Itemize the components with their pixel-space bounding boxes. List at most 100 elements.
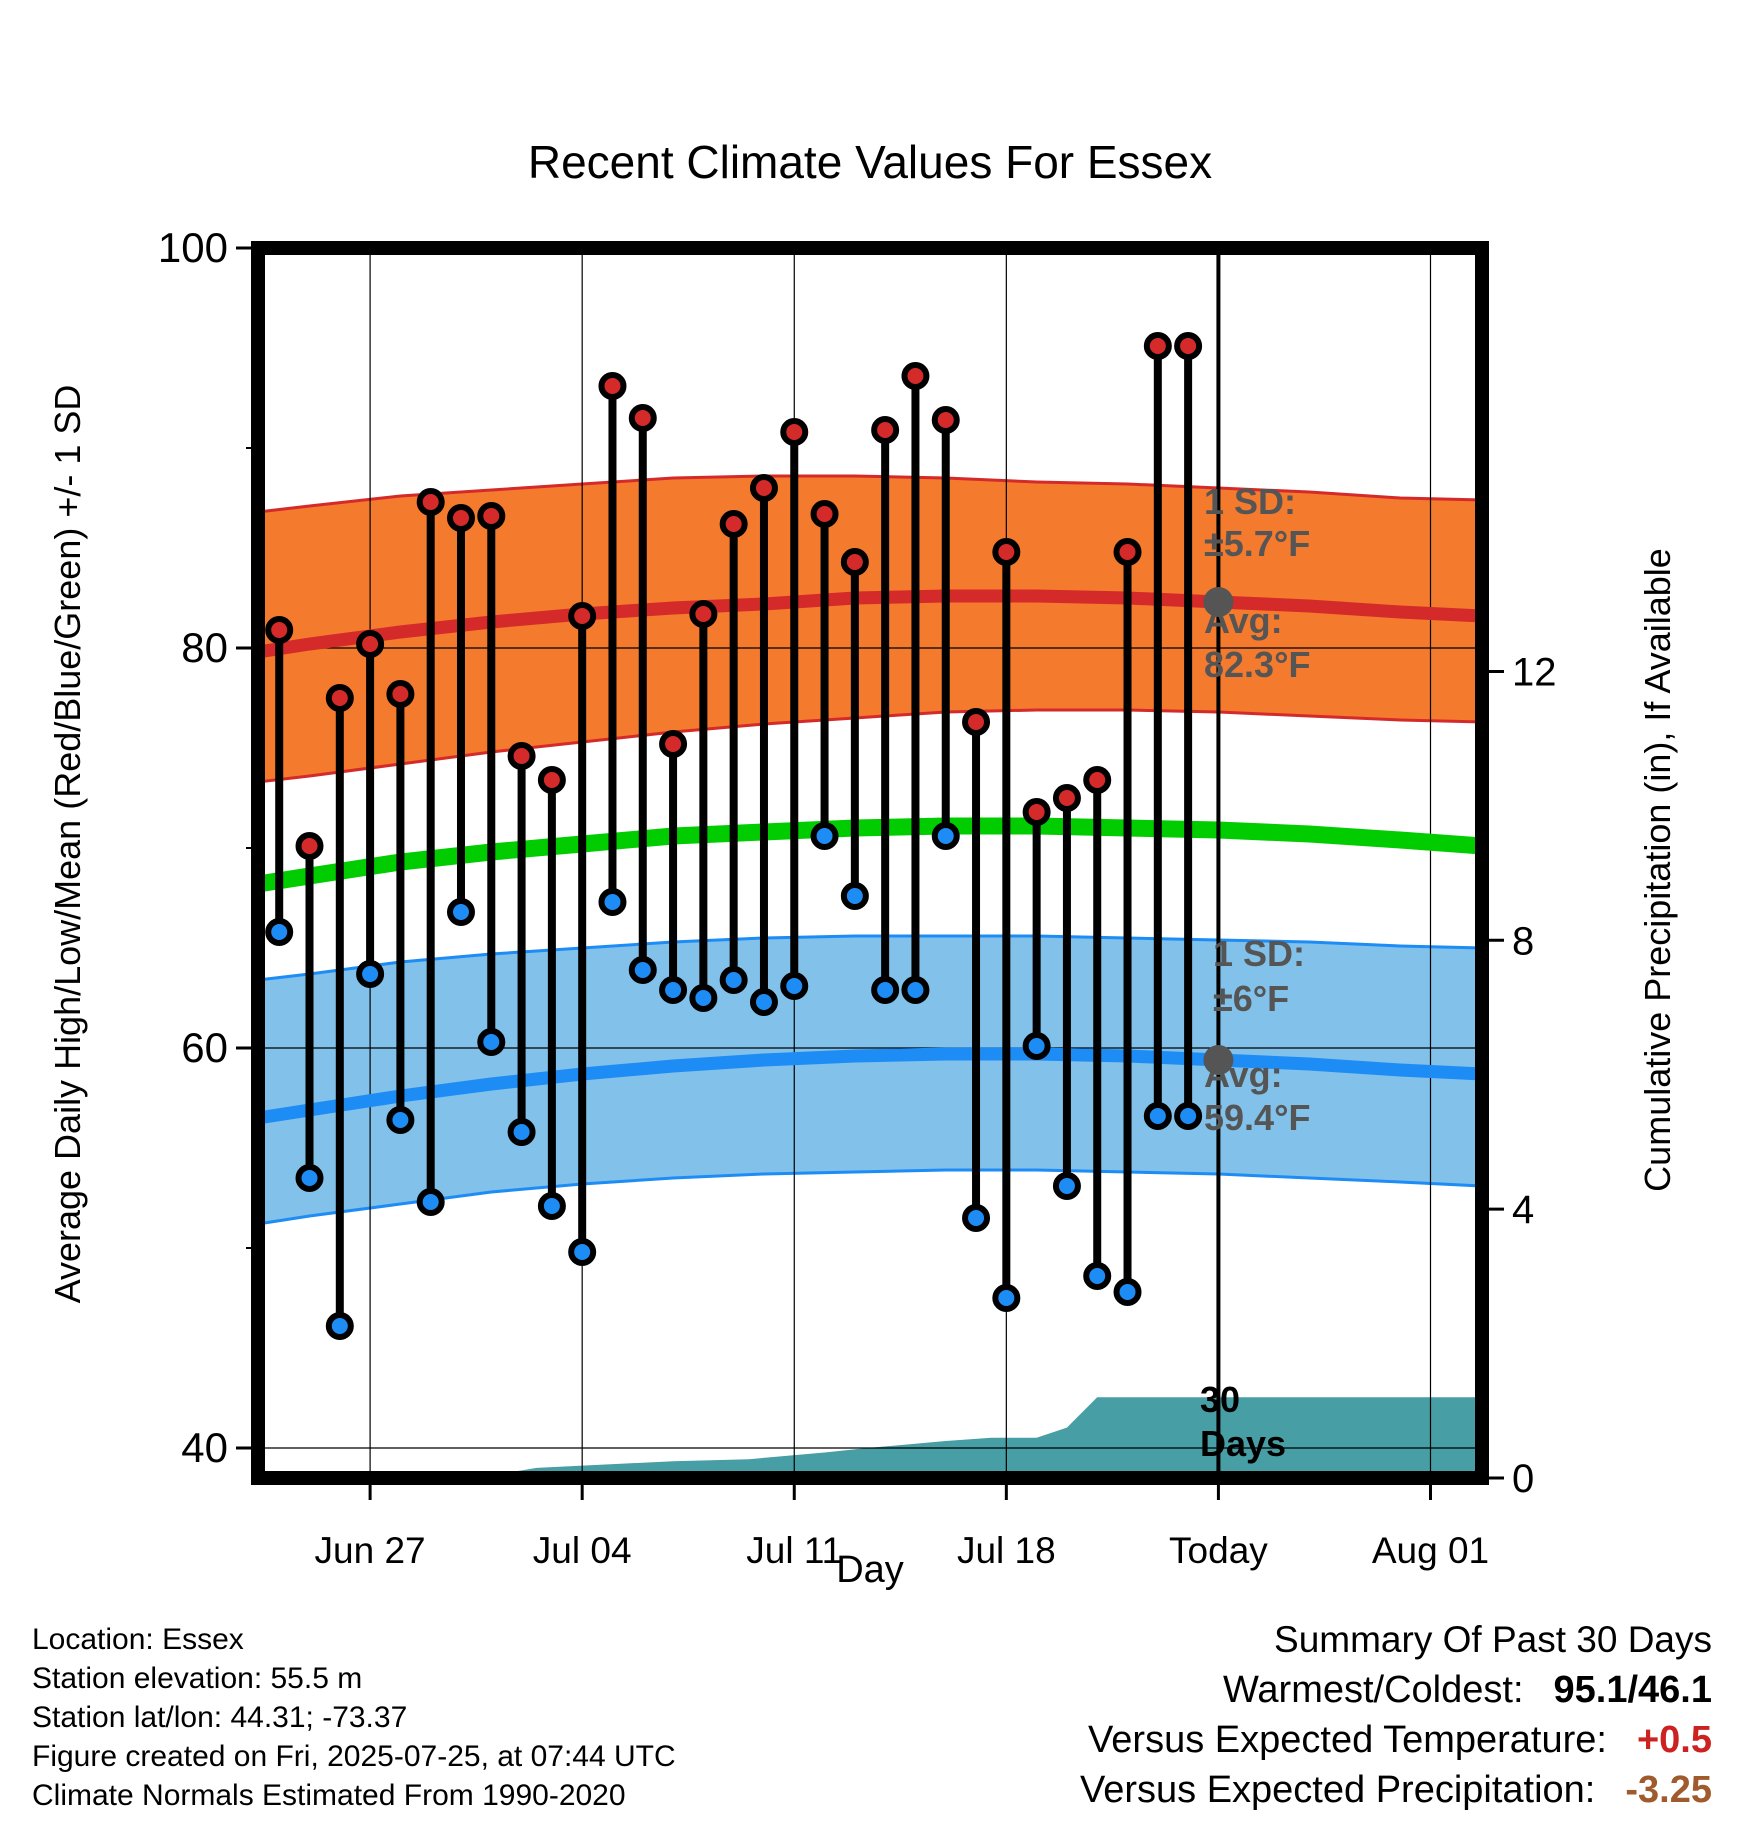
normals-text: Climate Normals Estimated From 1990-2020 <box>32 1779 626 1812</box>
daily-low-point <box>386 1106 415 1134</box>
low-sd-band <box>256 934 1484 1226</box>
daily-high-point <box>325 684 354 712</box>
y2-axis-label: Cumulative Precipitation (in), If Availa… <box>1637 548 1678 1192</box>
daily-high-point <box>840 548 869 576</box>
daily-layer <box>265 332 1203 1340</box>
x-tick-label: Jul 18 <box>957 1530 1056 1571</box>
y2-tick-label: 8 <box>1512 919 1534 963</box>
today-low-avg-marker <box>1203 1045 1234 1075</box>
y-tick-label: 80 <box>181 624 228 671</box>
y-axis-label: Average Daily High/Low/Mean (Red/Blue/Gr… <box>47 385 88 1304</box>
x-tick-label: Aug 01 <box>1372 1530 1489 1571</box>
daily-low-point <box>1022 1032 1051 1060</box>
daily-low-point <box>1083 1262 1112 1290</box>
x-tick-label: Today <box>1169 1530 1268 1571</box>
daily-low-point <box>1052 1172 1081 1200</box>
daily-high-point <box>295 832 324 860</box>
daily-high-point <box>598 372 627 400</box>
daily-high-point <box>901 362 930 390</box>
summary-title: Summary Of Past 30 Days <box>1274 1619 1712 1660</box>
daily-high-point <box>931 406 960 434</box>
daily-high-point <box>1083 766 1112 794</box>
low-avg-value: 59.4°F <box>1204 1097 1310 1138</box>
daily-low-point <box>356 960 385 988</box>
created-text: Figure created on Fri, 2025-07-25, at 07… <box>32 1740 676 1773</box>
daily-low-point <box>931 822 960 850</box>
y-tick-label: 40 <box>181 1424 228 1471</box>
low-sd-label: 1 SD: <box>1213 933 1305 974</box>
daily-low-point <box>749 988 778 1016</box>
daily-high-point <box>537 766 566 794</box>
temp-departure-value: +0.5 <box>1636 1719 1712 1761</box>
y-tick-label: 100 <box>158 224 228 271</box>
today-high-avg-marker <box>1203 587 1234 617</box>
daily-high-point <box>446 504 475 532</box>
daily-high-point <box>628 404 657 432</box>
days-number-label: 30 <box>1200 1379 1240 1420</box>
plot-frame <box>251 241 1489 1485</box>
y2-tick-label: 4 <box>1512 1188 1534 1232</box>
daily-high-point <box>1052 784 1081 812</box>
daily-low-point <box>1174 1102 1203 1130</box>
temp-departure-row: Versus Expected Temperature: +0.5 <box>1080 1715 1712 1765</box>
y2-tick-label: 0 <box>1512 1457 1534 1501</box>
daily-low-point <box>1143 1102 1172 1130</box>
climate-chart: Recent Climate Values For Essex 1 SD: ±5… <box>47 136 1678 1591</box>
daily-low-point <box>689 984 718 1012</box>
daily-high-point <box>265 616 294 644</box>
daily-high-point <box>992 538 1021 566</box>
daily-low-point <box>295 1164 324 1192</box>
daily-low-point <box>446 898 475 926</box>
daily-low-point <box>628 956 657 984</box>
daily-high-point <box>719 510 748 538</box>
daily-low-point <box>598 888 627 916</box>
daily-low-point <box>1113 1278 1142 1306</box>
daily-low-point <box>901 976 930 1004</box>
daily-high-point <box>659 730 688 758</box>
daily-low-point <box>780 972 809 1000</box>
y-tick-label: 60 <box>181 1024 228 1071</box>
x-tick-label: Jul 04 <box>533 1530 632 1571</box>
daily-low-point <box>810 822 839 850</box>
high-avg-value: 82.3°F <box>1204 644 1310 685</box>
daily-low-point <box>659 976 688 1004</box>
elevation-text: Station elevation: 55.5 m <box>32 1662 363 1695</box>
daily-high-point <box>962 708 991 736</box>
warmest-coldest-value: 95.1/46.1 <box>1553 1669 1712 1711</box>
warmest-coldest-row: Warmest/Coldest: 95.1/46.1 <box>1080 1665 1712 1715</box>
daily-high-point <box>386 680 415 708</box>
daily-low-point <box>962 1204 991 1232</box>
daily-high-point <box>871 416 900 444</box>
daily-high-point <box>1022 798 1051 826</box>
daily-low-point <box>477 1028 506 1056</box>
location-text: Location: Essex <box>32 1623 244 1656</box>
precip-departure-label: Versus Expected Precipitation: <box>1079 1769 1596 1811</box>
x-axis-label: Day <box>836 1549 904 1591</box>
high-avg-label: Avg: <box>1204 600 1283 641</box>
y2-tick-label: 12 <box>1512 650 1557 694</box>
high-sd-label: 1 SD: <box>1204 481 1296 522</box>
warmest-coldest-label: Warmest/Coldest: <box>1222 1669 1524 1711</box>
annotation-layer: 1 SD: ±5.7°F Avg: 82.3°F 1 SD: ±6°F Avg:… <box>1200 481 1310 1464</box>
daily-high-point <box>477 502 506 530</box>
daily-high-point <box>507 742 536 770</box>
daily-high-point <box>810 500 839 528</box>
daily-high-point <box>1174 332 1203 360</box>
daily-high-point <box>689 600 718 628</box>
daily-low-point <box>537 1192 566 1220</box>
daily-low-point <box>840 882 869 910</box>
daily-low-point <box>507 1118 536 1146</box>
daily-high-point <box>356 630 385 658</box>
chart-title: Recent Climate Values For Essex <box>528 136 1212 188</box>
precip-area <box>258 1397 1482 1478</box>
daily-low-point <box>568 1238 597 1266</box>
daily-low-point <box>416 1188 445 1216</box>
daily-high-point <box>416 488 445 516</box>
daily-low-point <box>719 966 748 994</box>
daily-high-point <box>749 474 778 502</box>
low-avg-label: Avg: <box>1204 1054 1283 1095</box>
latlon-text: Station lat/lon: 44.31; -73.37 <box>32 1701 408 1734</box>
daily-high-point <box>568 602 597 630</box>
x-tick-label: Jul 11 <box>746 1530 842 1571</box>
axis-layer: Jun 27 Jul 04 Jul 11 Jul 18 Today Aug 0140608… <box>158 224 1557 1571</box>
